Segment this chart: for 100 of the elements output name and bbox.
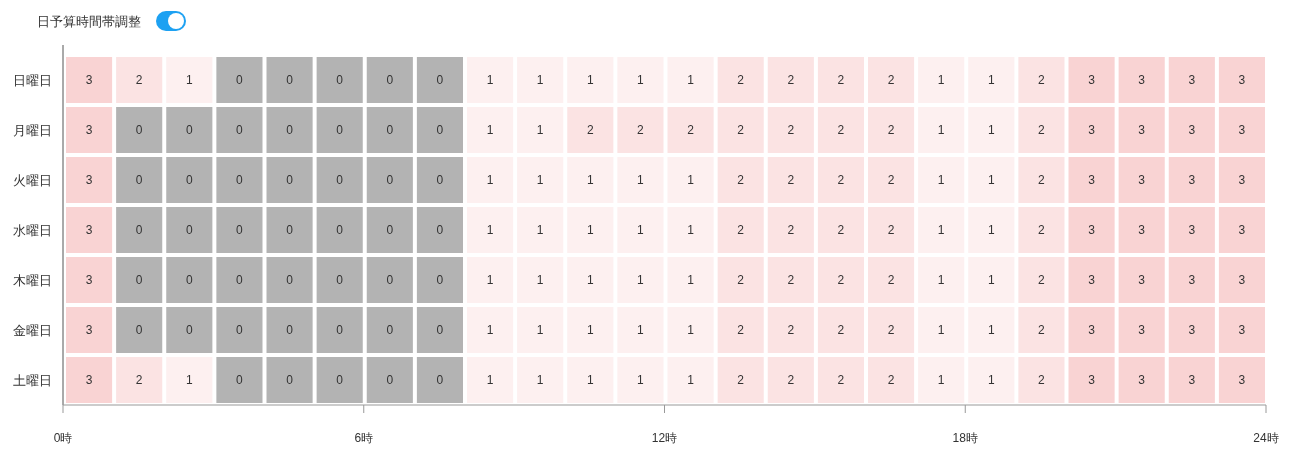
- data-label: 1: [937, 223, 945, 237]
- y-tick-label: 木曜日: [13, 273, 52, 288]
- data-label: 0: [236, 173, 244, 187]
- data-label: 0: [135, 273, 143, 287]
- data-label: 3: [1188, 323, 1196, 337]
- data-label: 2: [1038, 173, 1046, 187]
- data-label: 0: [236, 373, 244, 387]
- data-label: 2: [787, 123, 795, 137]
- data-label: 2: [737, 373, 745, 387]
- data-label: 0: [286, 323, 294, 337]
- data-label: 1: [687, 373, 695, 387]
- data-label: 3: [1238, 73, 1246, 87]
- data-label: 3: [1088, 273, 1096, 287]
- data-label: 1: [637, 373, 645, 387]
- data-label: 3: [1188, 373, 1196, 387]
- data-label: 0: [336, 173, 344, 187]
- data-label: 1: [586, 223, 594, 237]
- data-label: 2: [837, 123, 845, 137]
- data-label: 2: [1038, 323, 1046, 337]
- data-label: 2: [1038, 223, 1046, 237]
- data-label: 2: [687, 123, 695, 137]
- data-label: 3: [1138, 173, 1146, 187]
- data-label: 1: [937, 373, 945, 387]
- data-label: 0: [336, 73, 344, 87]
- data-label: 1: [185, 73, 193, 87]
- data-label: 3: [1088, 123, 1096, 137]
- data-label: 0: [386, 123, 394, 137]
- data-label: 0: [386, 373, 394, 387]
- data-label: 3: [85, 173, 93, 187]
- data-label: 3: [1238, 373, 1246, 387]
- data-label: 0: [436, 123, 444, 137]
- data-label: 1: [637, 173, 645, 187]
- data-label: 3: [1088, 73, 1096, 87]
- data-label: 1: [987, 173, 995, 187]
- data-label: 3: [1088, 323, 1096, 337]
- data-label: 2: [837, 73, 845, 87]
- data-label: 1: [987, 223, 995, 237]
- data-label: 1: [937, 123, 945, 137]
- data-label: 0: [436, 223, 444, 237]
- data-label: 3: [1238, 173, 1246, 187]
- data-label: 1: [536, 73, 544, 87]
- data-label: 1: [185, 373, 193, 387]
- data-label: 0: [185, 273, 193, 287]
- data-label: 2: [887, 123, 895, 137]
- data-label: 2: [1038, 373, 1046, 387]
- data-label: 0: [185, 223, 193, 237]
- data-label: 0: [336, 273, 344, 287]
- data-label: 2: [837, 373, 845, 387]
- data-label: 2: [737, 123, 745, 137]
- data-label: 3: [85, 373, 93, 387]
- data-label: 3: [1238, 123, 1246, 137]
- data-label: 0: [436, 323, 444, 337]
- data-label: 1: [687, 273, 695, 287]
- data-label: 3: [85, 73, 93, 87]
- data-label: 3: [1188, 173, 1196, 187]
- data-label: 0: [286, 73, 294, 87]
- data-label: 0: [185, 323, 193, 337]
- data-label: 2: [787, 323, 795, 337]
- data-label: 0: [386, 323, 394, 337]
- data-label: 3: [1188, 73, 1196, 87]
- data-label: 0: [386, 223, 394, 237]
- data-label: 0: [286, 223, 294, 237]
- data-label: 0: [185, 173, 193, 187]
- data-label: 2: [887, 173, 895, 187]
- data-label: 2: [887, 73, 895, 87]
- data-label: 0: [436, 273, 444, 287]
- data-label: 1: [937, 323, 945, 337]
- data-label: 3: [1238, 273, 1246, 287]
- data-label: 2: [887, 273, 895, 287]
- data-label: 1: [486, 223, 494, 237]
- data-label: 2: [637, 123, 645, 137]
- data-label: 2: [135, 73, 143, 87]
- y-tick-label: 金曜日: [13, 323, 52, 338]
- data-label: 1: [536, 173, 544, 187]
- data-label: 0: [386, 273, 394, 287]
- data-label: 3: [85, 123, 93, 137]
- data-label: 2: [737, 273, 745, 287]
- data-label: 0: [236, 223, 244, 237]
- data-label: 1: [586, 273, 594, 287]
- data-label: 2: [1038, 73, 1046, 87]
- data-label: 0: [236, 123, 244, 137]
- data-label: 0: [185, 123, 193, 137]
- data-label: 3: [1188, 123, 1196, 137]
- data-label: 1: [586, 373, 594, 387]
- data-label: 2: [737, 323, 745, 337]
- y-tick-label: 日曜日: [13, 73, 52, 88]
- data-label: 2: [837, 173, 845, 187]
- data-label: 3: [85, 223, 93, 237]
- text: 日予算時間帯調整: [37, 14, 141, 29]
- data-label: 1: [486, 273, 494, 287]
- data-label: 1: [637, 273, 645, 287]
- data-label: 0: [135, 173, 143, 187]
- data-label: 1: [987, 273, 995, 287]
- data-label: 2: [737, 73, 745, 87]
- x-tick-label: 24時: [1253, 431, 1279, 445]
- data-label: 3: [1138, 373, 1146, 387]
- data-label: 1: [586, 173, 594, 187]
- data-label: 2: [837, 223, 845, 237]
- data-label: 1: [536, 123, 544, 137]
- y-tick-label: 火曜日: [13, 173, 52, 188]
